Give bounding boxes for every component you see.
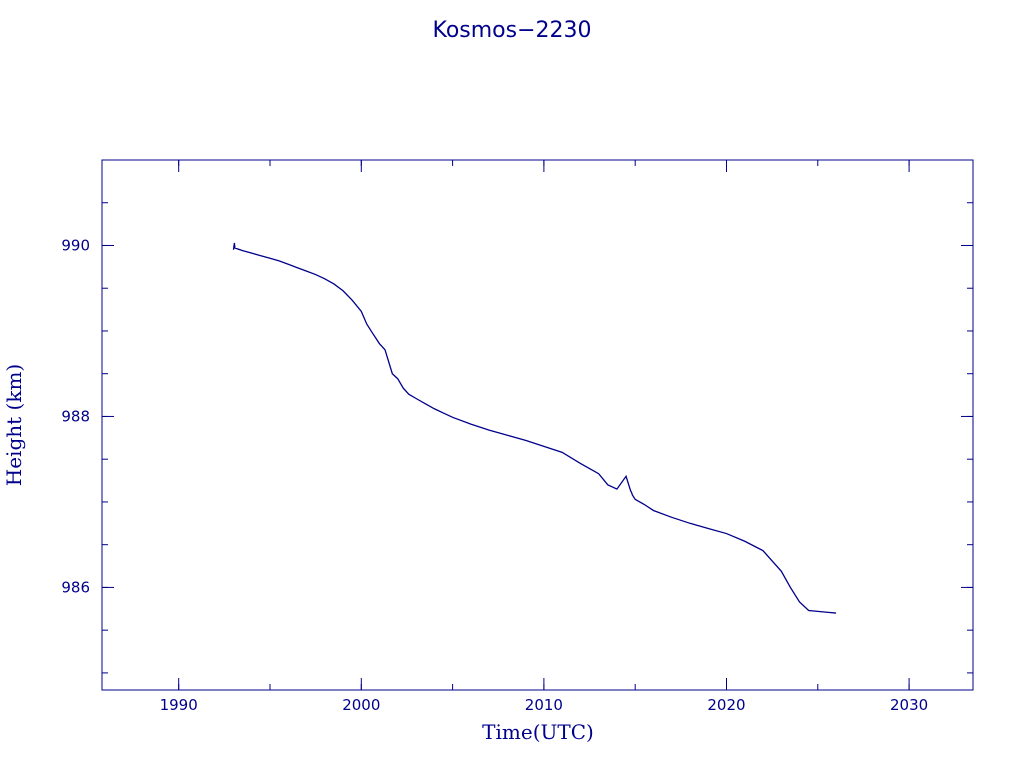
- y-tick-label-990: 990: [61, 236, 90, 254]
- x-tick-label-2000: 2000: [342, 696, 380, 714]
- chart-title: Kosmos−2230: [432, 18, 591, 43]
- y-axis-label: Height (km): [2, 364, 26, 486]
- plot-frame: [101, 159, 974, 691]
- tick-marks: [102, 160, 973, 690]
- x-tick-label-2010: 2010: [525, 696, 563, 714]
- x-axis-label: Time(UTC): [482, 720, 594, 744]
- x-tick-label-2030: 2030: [890, 696, 928, 714]
- x-tick-label-2020: 2020: [707, 696, 745, 714]
- y-tick-label-986: 986: [61, 578, 90, 596]
- tick-labels: 1990 2000 2010 2020 2030 986 988 990: [61, 236, 928, 714]
- height-series-line: [232, 242, 837, 614]
- x-tick-label-1990: 1990: [160, 696, 198, 714]
- y-tick-label-988: 988: [61, 407, 90, 425]
